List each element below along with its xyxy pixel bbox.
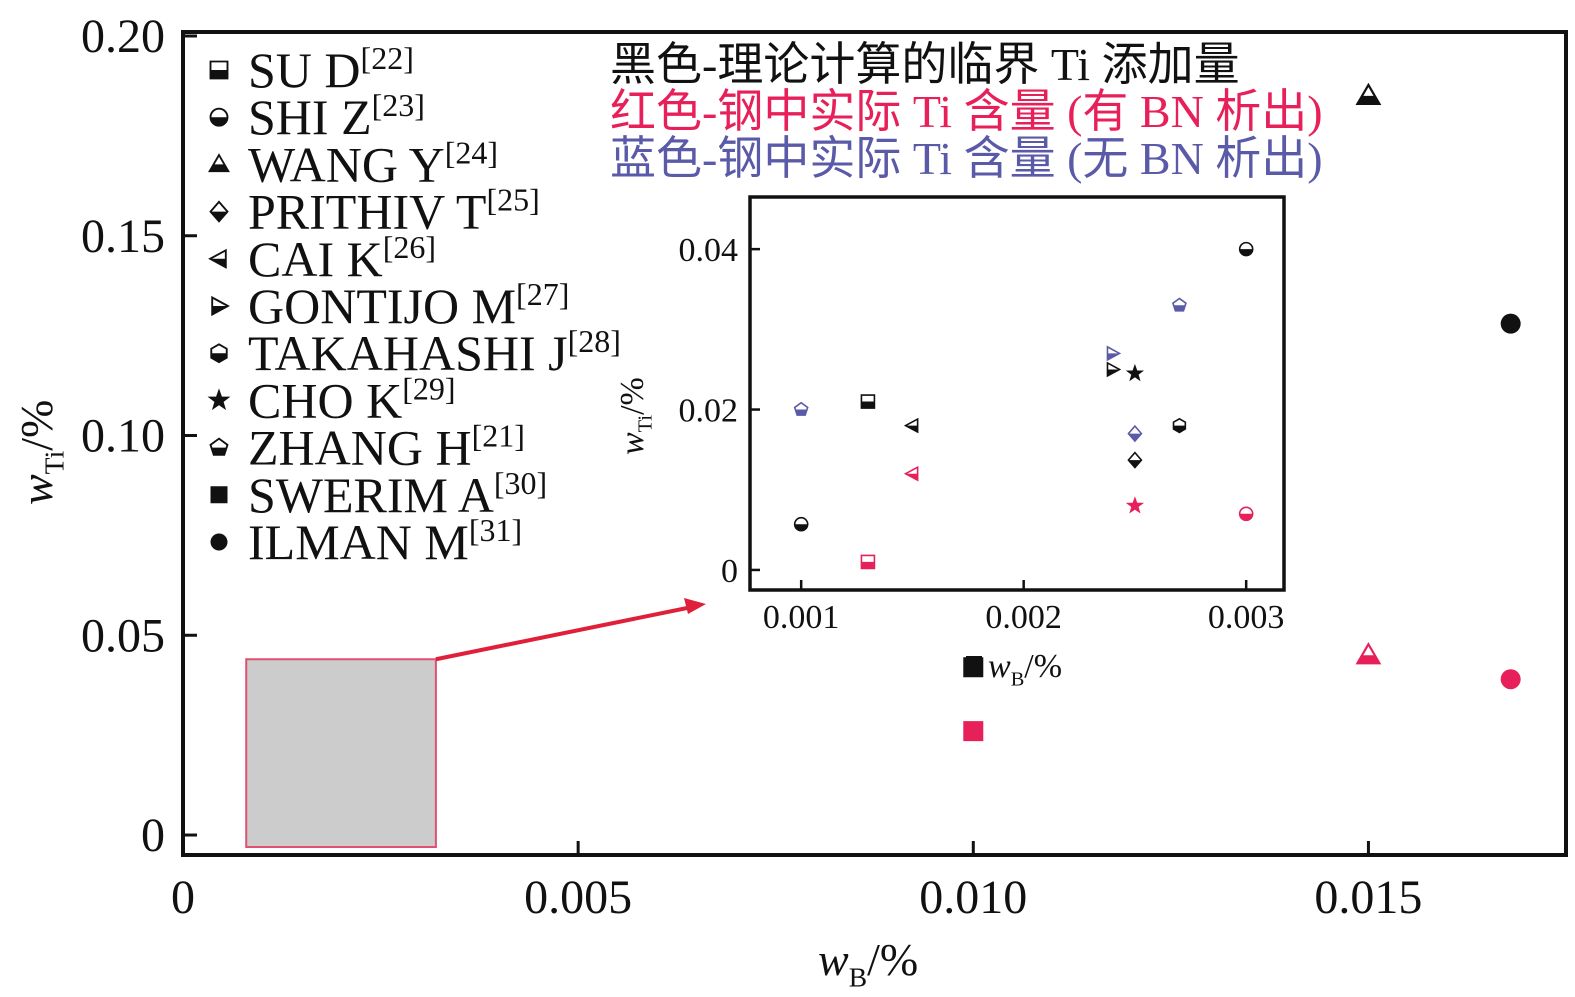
inset-data-point	[1106, 361, 1122, 378]
inset-x-tick-label: 0.002	[985, 599, 1062, 636]
legend-label: CAI K[26]	[248, 229, 436, 287]
x-tick-label: 0.010	[919, 871, 1027, 924]
y-tick-label: 0.10	[81, 410, 165, 463]
x-tick-label: 0.005	[524, 871, 632, 924]
legend-marker	[209, 107, 229, 127]
inset-data-point	[1106, 345, 1122, 362]
legend-marker	[210, 486, 228, 504]
legend-label: GONTIJO M[27]	[248, 276, 569, 334]
color-note: 红色-钢中实际 Ti 含量 (有 BN 析出)	[610, 86, 1323, 137]
legend-marker	[210, 533, 228, 551]
x-axis-label: wB/%	[818, 934, 918, 993]
legend-marker	[208, 153, 230, 173]
data-point	[1500, 669, 1521, 690]
legend-marker	[210, 343, 228, 364]
y-tick-label: 0	[141, 809, 165, 862]
data-point	[1355, 642, 1382, 665]
inset-plot: 0.001 0.002 0.003 0 0.02 0.04	[679, 195, 1286, 636]
inset-y-tick-label: 0	[721, 553, 738, 590]
data-point	[963, 721, 984, 742]
inset-data-point	[860, 554, 876, 570]
y-tick-label: 0.20	[81, 10, 165, 63]
legend-marker	[209, 60, 229, 80]
data-point	[1355, 82, 1382, 106]
y-axis-label: wTi/%	[11, 400, 70, 505]
legend-marker	[211, 295, 230, 317]
legend-marker	[209, 437, 229, 456]
y-tick-label: 0.15	[81, 210, 165, 263]
inset-data-point	[1125, 363, 1145, 382]
legend-marker	[209, 200, 229, 223]
legend-marker	[207, 388, 231, 411]
inset-data-point	[1125, 496, 1145, 514]
inset-frame	[748, 195, 1286, 592]
legend-marker	[208, 248, 227, 269]
legend-label: ILMAN M[31]	[248, 512, 522, 570]
inset-data-point	[1127, 451, 1143, 469]
inset-data-point	[1171, 297, 1187, 312]
inset-data-point	[793, 401, 809, 416]
legend-label: SHI Z[23]	[248, 87, 425, 145]
inset-y-tick-label: 0.02	[679, 393, 739, 430]
inset-data-point	[1238, 506, 1254, 522]
inset-x-axis-label: wB/%	[988, 648, 1062, 691]
main-plot-frame	[181, 30, 1568, 857]
inset-x-tick-label: 0.003	[1208, 599, 1285, 636]
legend-label: TAKAHASHI J[28]	[248, 323, 621, 381]
inset-y-tick-label: 0.04	[679, 232, 739, 269]
axis-labels: wB/% wTi/% wB/% wTi/%	[11, 377, 1062, 992]
inset-data-point	[1238, 241, 1254, 257]
color-note: 黑色-理论计算的临界 Ti 添加量	[610, 39, 1240, 90]
x-tick-label: 0.015	[1314, 871, 1422, 924]
inset-data-point	[860, 394, 876, 409]
inset-data-point	[1127, 424, 1143, 443]
inset-data-point	[903, 465, 919, 482]
inset-x-tick-label: 0.001	[763, 599, 840, 636]
y-tick-label: 0.05	[81, 609, 165, 662]
inset-x-label-marker	[966, 656, 982, 672]
color-note: 蓝色-钢中实际 Ti 含量 (无 BN 析出)	[610, 133, 1323, 184]
inset-data-point	[1172, 417, 1187, 434]
zoom-region-box	[245, 658, 437, 849]
main-plot: 0 0.005 0.010 0.015 0 0.05 0.10 0.15 0.20	[81, 10, 1568, 924]
inset-data-point	[793, 516, 809, 532]
data-point	[1500, 313, 1521, 334]
x-tick-label: 0	[171, 871, 195, 924]
legend: SU D[22]SHI Z[23]WANG Y[24]PRITHIV T[25]…	[207, 40, 621, 570]
zoom-arrow-line	[435, 605, 693, 662]
inset-data-point	[903, 417, 919, 434]
zoom-arrow-head	[684, 598, 706, 614]
inset-y-axis-label: wTi/%	[614, 377, 657, 455]
